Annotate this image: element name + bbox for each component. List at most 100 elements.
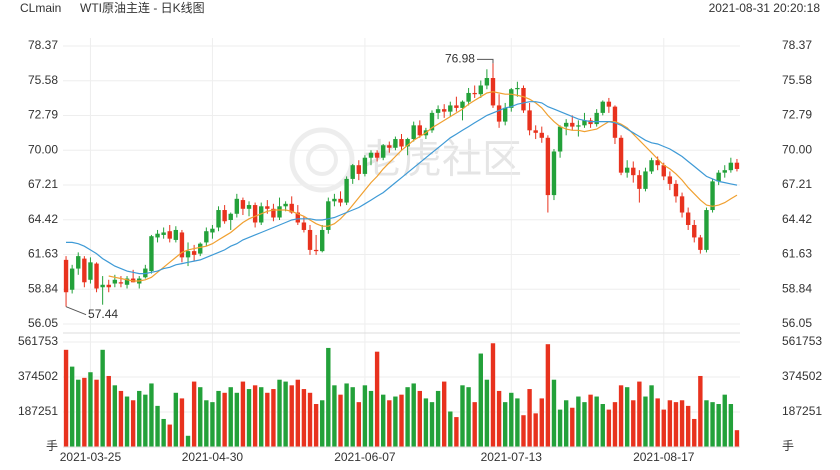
- y-tick-label-right: 78.37: [782, 38, 812, 52]
- volume-bar: [441, 381, 447, 447]
- candle-body: [576, 125, 581, 127]
- y-tick-label: 58.84: [28, 281, 58, 295]
- candle-body: [240, 200, 246, 209]
- volume-bar: [313, 404, 319, 447]
- candle-body: [539, 132, 544, 138]
- candle-body: [429, 112, 435, 131]
- candle-body: [588, 120, 593, 125]
- candle-body: [411, 125, 416, 140]
- candle-body: [624, 167, 630, 173]
- candle-body: [94, 263, 99, 289]
- candle-body: [679, 196, 685, 213]
- candle-body: [106, 284, 111, 288]
- volume-bar: [94, 379, 99, 447]
- candle-body: [277, 206, 282, 218]
- candle-body: [179, 232, 185, 258]
- volume-bar: [167, 424, 172, 447]
- candle-body: [472, 92, 477, 95]
- annotation-leader: [476, 58, 494, 64]
- volume-bar: [570, 407, 575, 447]
- volume-bar: [545, 344, 551, 447]
- volume-bar: [423, 398, 429, 447]
- candle-body: [478, 85, 483, 95]
- y-tick-label: 56.05: [28, 316, 58, 330]
- candle-body: [63, 259, 69, 293]
- volume-bar: [411, 383, 416, 447]
- candle-body: [356, 165, 362, 174]
- volume-bar: [234, 392, 240, 447]
- volume-bar: [356, 402, 362, 447]
- y-tick-label-right: 187251: [782, 404, 822, 418]
- volume-bar: [417, 390, 422, 447]
- volume-bar: [393, 396, 398, 447]
- volume-bar: [460, 385, 465, 447]
- volume-bar: [612, 402, 618, 447]
- candle-body: [496, 105, 502, 122]
- y-tick-label: 374502: [18, 369, 58, 383]
- candle-body: [185, 251, 191, 258]
- volume-bar: [368, 390, 374, 447]
- x-tick-label: 2021-03-25: [60, 450, 122, 464]
- candle-body: [307, 229, 313, 250]
- candle-body: [204, 231, 209, 243]
- ma-line: [108, 91, 738, 282]
- watermark-logo: [289, 127, 355, 193]
- volume-bar: [283, 381, 288, 447]
- y-tick-label-right: 72.79: [782, 108, 812, 122]
- y-tick-label-right: 64.42: [782, 212, 812, 226]
- candle-body: [448, 105, 453, 112]
- candle-body: [69, 268, 75, 290]
- volume-bar: [295, 379, 301, 447]
- candle-body: [551, 151, 557, 196]
- candle-body: [557, 126, 563, 152]
- volume-bar: [521, 415, 526, 447]
- volume-bar: [594, 396, 599, 447]
- volume-bar: [576, 396, 581, 447]
- y-tick-label-right: 61.63: [782, 247, 812, 261]
- y-tick-label-right: 70.00: [782, 142, 812, 156]
- y-tick-label: 67.21: [28, 177, 58, 191]
- candle-body: [704, 210, 709, 250]
- volume-bar: [624, 387, 630, 447]
- candle-body: [88, 262, 93, 280]
- volume-bar: [600, 404, 605, 447]
- candle-body: [246, 205, 252, 209]
- volume-bar: [185, 435, 191, 447]
- annotation: 57.44: [88, 307, 118, 321]
- volume-bar: [374, 351, 380, 447]
- y-tick-label: 78.37: [28, 38, 58, 52]
- volume-bar: [179, 398, 185, 447]
- y-tick-label: 561753: [18, 334, 58, 348]
- candle-body: [600, 101, 605, 113]
- volume-bar: [338, 394, 343, 447]
- candle-body: [716, 172, 721, 182]
- candle-body: [527, 110, 532, 131]
- candle-body: [521, 87, 526, 111]
- y-tick-label-right: 58.84: [782, 281, 812, 295]
- volume-bar: [350, 387, 355, 447]
- volume-bar: [265, 392, 270, 447]
- volume-bar: [143, 394, 148, 447]
- candle-body: [100, 284, 105, 288]
- candle-body: [502, 107, 508, 122]
- volume-bar: [606, 409, 612, 447]
- candle-body: [533, 130, 538, 133]
- candle-body: [271, 208, 276, 218]
- volume-bar: [722, 394, 727, 447]
- x-tick-label: 2021-06-07: [334, 450, 396, 464]
- candle-body: [216, 210, 221, 228]
- candle-body: [728, 162, 734, 171]
- volume-bar: [362, 385, 368, 447]
- volume-bar: [252, 385, 258, 447]
- candle-body: [454, 105, 459, 108]
- volume-bar: [515, 398, 520, 447]
- candle-body: [118, 282, 124, 284]
- volume-bar: [679, 400, 685, 447]
- volume-bar: [82, 377, 87, 447]
- volume-bar: [484, 379, 490, 447]
- x-tick-label: 2021-04-30: [182, 450, 244, 464]
- volume-bar: [533, 413, 538, 447]
- volume-bar: [271, 389, 276, 447]
- volume-bar: [466, 387, 471, 447]
